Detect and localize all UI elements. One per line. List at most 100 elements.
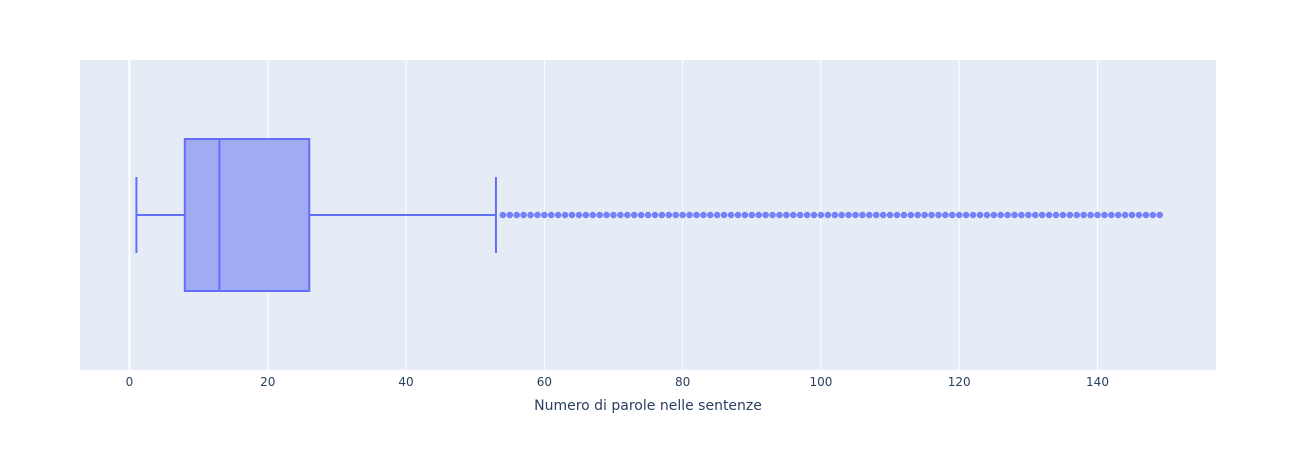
outlier-point bbox=[727, 211, 735, 219]
outlier-point bbox=[534, 211, 541, 219]
outlier-points bbox=[499, 211, 1163, 219]
outlier-point bbox=[672, 211, 679, 219]
outlier-point bbox=[637, 211, 645, 219]
outlier-point bbox=[665, 211, 673, 219]
outlier-point bbox=[520, 211, 527, 219]
outlier-point bbox=[603, 211, 610, 219]
outlier-point bbox=[499, 211, 507, 219]
outlier-point bbox=[900, 211, 908, 219]
outlier-point bbox=[1066, 211, 1074, 219]
outlier-point bbox=[651, 211, 659, 219]
outlier-point bbox=[713, 211, 721, 219]
outlier-point bbox=[962, 211, 970, 219]
outlier-point bbox=[548, 211, 555, 219]
outlier-point bbox=[755, 211, 762, 219]
outlier-point bbox=[1156, 211, 1163, 219]
outlier-point bbox=[921, 211, 928, 219]
outlier-point bbox=[796, 211, 804, 219]
outlier-point bbox=[575, 211, 583, 219]
outlier-point bbox=[686, 211, 693, 219]
x-tick-label: 40 bbox=[398, 375, 413, 389]
outlier-point bbox=[589, 211, 597, 219]
outlier-point bbox=[513, 211, 520, 219]
outlier-point bbox=[824, 211, 832, 219]
outlier-point bbox=[1032, 211, 1039, 219]
outlier-point bbox=[568, 211, 576, 219]
outlier-point bbox=[617, 211, 624, 219]
outlier-point bbox=[506, 211, 514, 219]
outlier-point bbox=[1025, 211, 1032, 219]
outlier-point bbox=[845, 211, 852, 219]
outlier-point bbox=[955, 211, 963, 219]
outlier-point bbox=[969, 211, 977, 219]
outlier-point bbox=[838, 211, 845, 219]
outlier-point bbox=[1059, 211, 1067, 219]
x-tick-label: 20 bbox=[260, 375, 275, 389]
outlier-point bbox=[527, 211, 534, 219]
outlier-point bbox=[1052, 211, 1060, 219]
outlier-point bbox=[1038, 211, 1046, 219]
outlier-point bbox=[734, 211, 742, 219]
outlier-point bbox=[679, 211, 686, 219]
outlier-point bbox=[1004, 211, 1011, 219]
box-series bbox=[135, 138, 497, 292]
outlier-point bbox=[886, 211, 894, 219]
outlier-point bbox=[658, 211, 666, 219]
outlier-point bbox=[741, 211, 749, 219]
outlier-point bbox=[707, 211, 714, 219]
x-tick-labels: 0 20 40 60 80 100 120 140 bbox=[126, 375, 1109, 389]
outlier-point bbox=[928, 211, 935, 219]
outlier-point bbox=[769, 211, 776, 219]
x-tick-label: 120 bbox=[948, 375, 971, 389]
iqr-box bbox=[183, 138, 311, 292]
outlier-point bbox=[582, 211, 590, 219]
outlier-point bbox=[914, 211, 921, 219]
outlier-point bbox=[624, 211, 631, 219]
outlier-point bbox=[990, 211, 998, 219]
x-tick-label: 0 bbox=[126, 375, 134, 389]
outlier-point bbox=[879, 211, 887, 219]
outlier-point bbox=[872, 211, 880, 219]
outlier-point bbox=[859, 211, 866, 219]
outlier-point bbox=[907, 211, 915, 219]
x-tick-label: 140 bbox=[1086, 375, 1109, 389]
outlier-point bbox=[596, 211, 603, 219]
outlier-point bbox=[1018, 211, 1025, 219]
outlier-point bbox=[997, 211, 1004, 219]
outlier-point bbox=[541, 211, 548, 219]
outlier-point bbox=[949, 211, 956, 219]
outlier-point bbox=[720, 211, 728, 219]
outlier-point bbox=[1114, 211, 1122, 219]
outlier-point bbox=[1045, 211, 1053, 219]
outlier-point bbox=[935, 211, 942, 219]
outlier-point bbox=[1149, 211, 1157, 219]
outlier-point bbox=[790, 211, 797, 219]
outlier-point bbox=[1142, 211, 1150, 219]
outlier-point bbox=[748, 211, 756, 219]
outlier-point bbox=[817, 211, 825, 219]
x-axis-title: Numero di parole nelle sentenze bbox=[534, 398, 762, 414]
outlier-point bbox=[610, 211, 617, 219]
outlier-point bbox=[942, 211, 949, 219]
outlier-point bbox=[810, 211, 818, 219]
outlier-point bbox=[1011, 211, 1018, 219]
outlier-point bbox=[554, 211, 562, 219]
outlier-point bbox=[693, 211, 700, 219]
outlier-point bbox=[561, 211, 569, 219]
outlier-point bbox=[893, 211, 901, 219]
outlier-point bbox=[1101, 211, 1108, 219]
outlier-point bbox=[866, 211, 873, 219]
outlier-point bbox=[1080, 211, 1087, 219]
x-tick-label: 60 bbox=[537, 375, 552, 389]
outlier-point bbox=[1128, 211, 1136, 219]
outlier-point bbox=[852, 211, 859, 219]
outlier-point bbox=[831, 211, 839, 219]
outlier-point bbox=[762, 211, 769, 219]
outlier-point bbox=[976, 211, 984, 219]
outlier-point bbox=[644, 211, 652, 219]
outlier-point bbox=[700, 211, 707, 219]
outlier-point bbox=[1108, 211, 1115, 219]
outlier-point bbox=[1094, 211, 1101, 219]
outlier-point bbox=[776, 211, 783, 219]
